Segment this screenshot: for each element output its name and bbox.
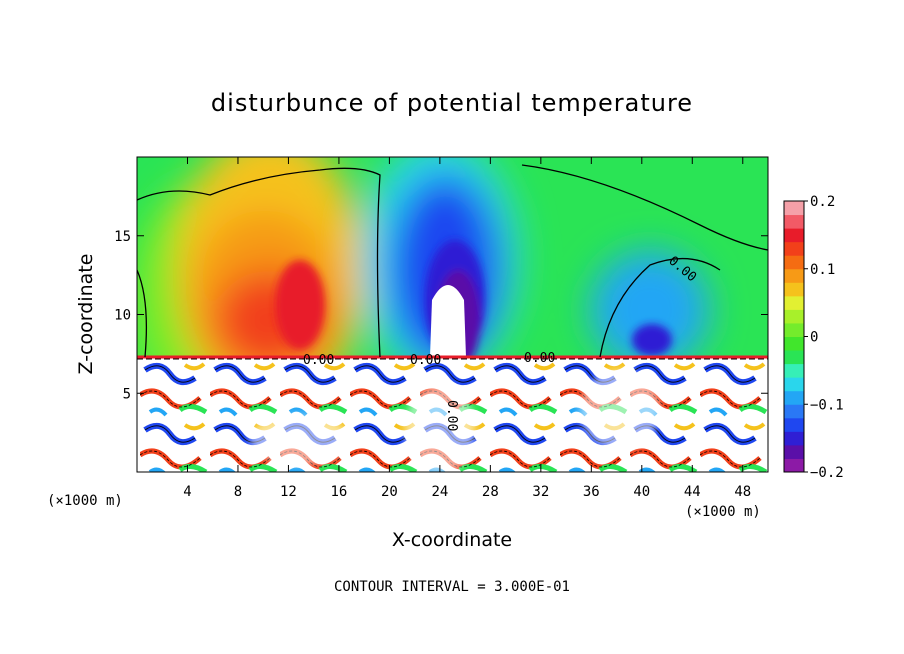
contour-interval: CONTOUR INTERVAL = 3.000E-01	[334, 579, 570, 595]
contour-label: 0.00	[303, 353, 334, 368]
colorbar	[784, 201, 804, 473]
chart-title: disturbunce of potential temperature	[211, 89, 693, 117]
colorbar-swatch	[784, 377, 804, 391]
colorbar-tick-label: 0	[810, 330, 818, 346]
contour-label: 0.00	[410, 353, 441, 368]
colorbar-swatch	[784, 269, 804, 283]
x-tick-label: 28	[482, 484, 499, 500]
x-tick-label: 20	[381, 484, 398, 500]
x-tick-label: 8	[234, 484, 242, 500]
chart-figure: disturbunce of potential temperature	[0, 0, 904, 654]
colorbar-swatch	[784, 228, 804, 242]
x-unit-left: (×1000 m)	[47, 493, 123, 509]
colorbar-tick-label: 0.1	[810, 262, 835, 278]
x-tick-label: 40	[633, 484, 650, 500]
y-tick-label: 5	[123, 386, 131, 402]
colorbar-tick-label: 0.2	[810, 194, 835, 210]
colorbar-swatch	[784, 364, 804, 378]
x-tick-label: 4	[183, 484, 191, 500]
colorbar-swatch	[784, 242, 804, 256]
contour-label: 0.00	[444, 400, 459, 431]
colorbar-swatch	[784, 296, 804, 310]
x-tick-label: 16	[330, 484, 347, 500]
colorbar-swatch	[784, 458, 804, 472]
y-axis-label: Z-coordinate	[75, 254, 97, 375]
x-axis-label: X-coordinate	[392, 529, 512, 551]
colorbar-ticks: 0.2 0.1 0 −0.1 −0.2	[804, 194, 844, 481]
colorbar-tick-label: −0.2	[810, 465, 844, 481]
colorbar-swatch	[784, 337, 804, 351]
colorbar-swatch	[784, 201, 804, 215]
y-tick-label: 10	[114, 308, 131, 324]
x-tick-label: 24	[431, 484, 448, 500]
upper-white-column	[430, 285, 466, 357]
x-tick-label: 44	[684, 484, 701, 500]
colorbar-swatch	[784, 350, 804, 364]
colorbar-swatch	[784, 282, 804, 296]
x-tick-label: 32	[532, 484, 549, 500]
colorbar-swatch	[784, 255, 804, 269]
colorbar-swatch	[784, 215, 804, 229]
x-tick-label: 36	[583, 484, 600, 500]
y-tick-label: 15	[114, 229, 131, 245]
x-tick-label: 48	[734, 484, 751, 500]
colorbar-swatch	[784, 323, 804, 337]
x-unit-right: (×1000 m)	[685, 504, 761, 520]
colorbar-swatch	[784, 309, 804, 323]
colorbar-swatch	[784, 445, 804, 459]
x-tick-label: 12	[280, 484, 297, 500]
colorbar-swatch	[784, 404, 804, 418]
colorbar-swatch	[784, 418, 804, 432]
contour-label: 0.00	[524, 351, 555, 366]
colorbar-swatch	[784, 391, 804, 405]
colorbar-tick-label: −0.1	[810, 397, 844, 413]
colorbar-swatch	[784, 431, 804, 445]
